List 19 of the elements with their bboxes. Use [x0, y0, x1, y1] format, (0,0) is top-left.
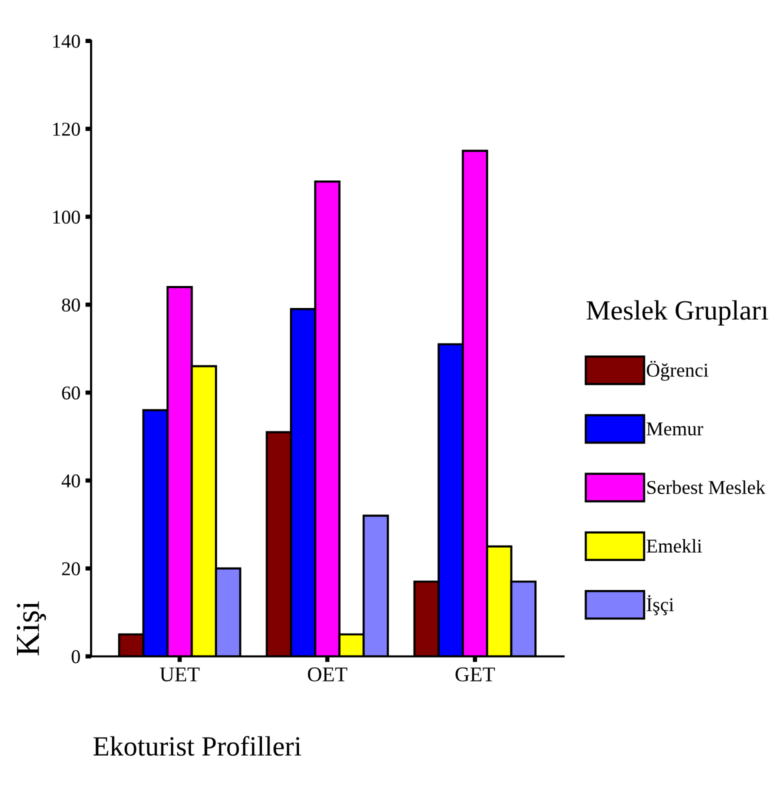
legend-label: Öğrenci: [646, 360, 708, 381]
y-tick-label: 100: [53, 210, 80, 224]
y-tick-label: 0: [72, 650, 80, 664]
y-tick-label: 20: [62, 562, 80, 576]
y-tick-label: 40: [62, 474, 80, 488]
legend-title: Meslek Grupları: [586, 300, 768, 326]
x-tick-label: GET: [456, 667, 495, 682]
legend-label: İşçi: [646, 595, 674, 616]
legend-label: Memur: [646, 422, 704, 436]
x-tick-label: OET: [308, 667, 348, 682]
y-tick-label: 120: [53, 122, 80, 136]
y-tick-label: 80: [62, 298, 80, 312]
x-tick-label: UET: [160, 668, 200, 682]
y-tick-label: 60: [62, 386, 80, 400]
x-axis-title: Ekoturist Profilleri: [93, 736, 302, 756]
legend-label: Serbest Meslek: [647, 480, 766, 494]
y-axis-title: Kişi: [16, 601, 46, 656]
legend-label: Emekli: [646, 538, 702, 553]
y-tick-label: 140: [53, 34, 80, 48]
